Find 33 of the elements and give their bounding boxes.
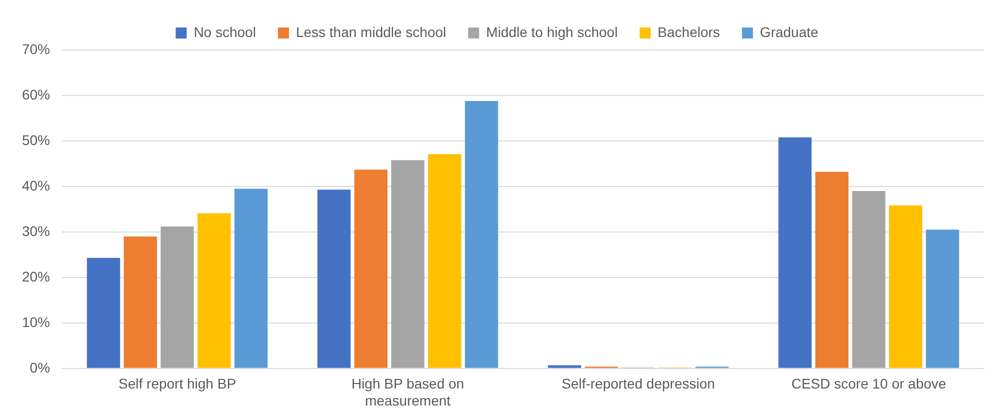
y-tick-label: 70%: [22, 40, 50, 57]
bar: [124, 236, 157, 368]
bar: [317, 190, 351, 368]
x-tick-label: High BP based on measurement: [351, 376, 464, 408]
legend-label: Less than middle school: [296, 24, 446, 40]
bar: [548, 365, 582, 368]
legend-label: Middle to high school: [486, 24, 618, 40]
bar: [234, 188, 268, 368]
legend-label: Graduate: [760, 24, 819, 40]
y-tick-label: 30%: [22, 222, 50, 239]
bar: [889, 206, 922, 368]
y-tick-label: 0%: [30, 359, 50, 376]
y-tick-label: 20%: [22, 268, 50, 284]
bar: [160, 226, 194, 368]
bar: [926, 230, 960, 368]
bar: [428, 154, 462, 368]
y-tick-label: 40%: [22, 177, 50, 194]
legend-label: No school: [194, 24, 256, 40]
bar: [815, 172, 848, 368]
bar: [198, 213, 231, 368]
y-tick-label: 10%: [22, 314, 50, 330]
bar: [778, 137, 812, 368]
bar: [354, 170, 388, 368]
y-tick-label: 50%: [22, 132, 50, 148]
x-tick-label: Self-reported depression: [562, 376, 715, 392]
bar: [391, 160, 424, 368]
bar: [86, 258, 120, 368]
bar: [852, 191, 886, 368]
legend-label: Bachelors: [658, 24, 720, 40]
y-tick-label: 60%: [22, 86, 50, 102]
bar: [464, 100, 498, 368]
x-tick-label: CESD score 10 or above: [791, 376, 946, 392]
x-tick-label: Self report high BP: [118, 376, 236, 392]
